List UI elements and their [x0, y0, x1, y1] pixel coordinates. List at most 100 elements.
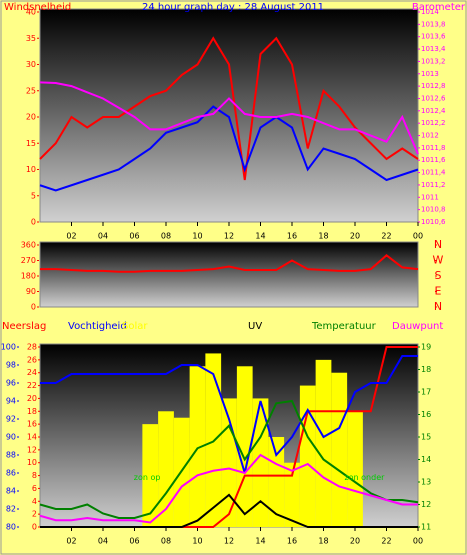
y-tick-label: 88: [6, 451, 16, 460]
y-tick-label: 1013: [421, 70, 439, 78]
y-tick-label: S: [435, 269, 442, 282]
y-tick-label: 1013,2: [421, 57, 446, 65]
y-tick-label: 1011,4: [421, 169, 446, 177]
legend-label: UV: [248, 321, 262, 332]
y-tick-label: 20: [27, 394, 37, 403]
x-tick-label: 20: [350, 537, 360, 546]
legend-label: Barometer: [412, 2, 466, 13]
y-tick-label: 19: [421, 343, 431, 352]
y-tick-label: 1013,6: [421, 33, 446, 41]
y-tick-label: 100: [1, 343, 16, 352]
x-tick-label: 12: [224, 537, 234, 546]
y-tick-label: 1012,2: [421, 119, 446, 127]
annotation: zon onder: [344, 473, 385, 482]
y-tick-label: 40: [26, 8, 36, 17]
x-tick-label: 14: [255, 232, 265, 241]
x-tick-label: 04: [98, 537, 108, 546]
y-tick-label: 1012,8: [421, 82, 446, 90]
x-tick-label: 08: [161, 537, 171, 546]
y-tick-label: 12: [421, 500, 431, 509]
legend-label: Windsnelheid: [4, 2, 71, 13]
y-tick-label: 15: [421, 433, 431, 442]
y-tick-label: 180: [21, 272, 36, 281]
y-tick-label: 98: [6, 361, 16, 370]
y-tick-label: 14: [27, 433, 37, 442]
y-tick-label: 2: [32, 510, 37, 519]
series-line: [39, 453, 418, 524]
y-tick-label: 10: [26, 165, 36, 174]
y-tick-label: 1012: [421, 132, 439, 140]
series-line: [39, 81, 419, 155]
x-tick-label: 22: [381, 232, 391, 241]
y-tick-label: 0: [32, 523, 37, 532]
legend-label: Solar: [122, 321, 148, 332]
y-tick-label: 18: [421, 365, 431, 374]
y-tick-label: 86: [6, 469, 16, 478]
y-tick-label: 16: [421, 410, 431, 419]
x-tick-label: 10: [192, 232, 202, 241]
y-tick-label: 20: [26, 113, 36, 122]
series-line: [39, 36, 419, 181]
series-line: [40, 493, 418, 528]
y-tick-label: 80: [6, 523, 16, 532]
legend-label: Dauwpunt: [392, 321, 443, 332]
solar-bar: [142, 424, 159, 527]
y-tick-label: 90: [26, 287, 36, 296]
solar-bar: [331, 372, 348, 527]
plot-area: [39, 8, 419, 223]
y-tick-label: 82: [6, 505, 16, 514]
y-tick-label: 5: [31, 191, 36, 200]
y-tick-label: 4: [32, 497, 37, 506]
y-tick-label: 24: [27, 368, 37, 377]
y-tick-label: 1011: [421, 193, 439, 201]
y-tick-label: 96: [6, 379, 16, 388]
y-tick-label: 1013,8: [421, 20, 446, 28]
series-line: [40, 355, 418, 474]
x-tick-label: 18: [318, 232, 328, 241]
x-tick-label: 00: [413, 537, 423, 546]
y-tick-label: 1013,4: [421, 45, 446, 53]
chart-title: 24 hour graph day : 28 August 2011: [142, 2, 324, 13]
solar-bar: [284, 462, 300, 527]
y-tick-label: 360: [21, 241, 36, 250]
x-tick-label: 16: [287, 537, 297, 546]
y-tick-label: N: [434, 238, 442, 251]
y-tick-label: 28: [27, 343, 37, 352]
y-tick-label: 8: [32, 471, 37, 480]
x-tick-label: 00: [413, 232, 423, 241]
series-line: [40, 254, 419, 273]
y-tick-label: 11: [421, 523, 431, 532]
x-tick-label: 16: [287, 232, 297, 241]
x-tick-label: 06: [129, 537, 139, 546]
legend-label: Neerslag: [2, 321, 46, 332]
y-tick-label: 6: [32, 484, 37, 493]
y-tick-label: 10: [27, 458, 37, 467]
y-tick-label: 90: [6, 433, 16, 442]
y-tick-label: 17: [421, 388, 431, 397]
y-tick-label: 35: [26, 34, 36, 43]
x-tick-label: 22: [381, 537, 391, 546]
annotation: zon op: [134, 473, 161, 482]
x-tick-label: 02: [66, 537, 76, 546]
y-tick-label: 0: [31, 303, 36, 312]
y-tick-label: 270: [21, 256, 36, 265]
legend-label: Vochtigheid: [68, 321, 127, 332]
y-tick-label: 22: [27, 381, 37, 390]
x-tick-label: 04: [98, 232, 108, 241]
y-tick-label: E: [435, 285, 442, 298]
legend-label: Temperatuur: [311, 321, 377, 332]
y-tick-label: 25: [26, 86, 36, 95]
y-tick-label: N: [434, 300, 442, 313]
y-tick-label: 12: [27, 445, 37, 454]
y-tick-label: 1010,8: [421, 206, 446, 214]
x-tick-label: 18: [318, 537, 328, 546]
x-tick-label: 06: [129, 232, 139, 241]
series-line: [39, 105, 419, 192]
x-tick-label: 08: [161, 232, 171, 241]
y-tick-label: 30: [26, 60, 36, 69]
solar-bar: [268, 437, 285, 527]
y-tick-label: 13: [421, 478, 431, 487]
solar-bar: [189, 366, 206, 527]
